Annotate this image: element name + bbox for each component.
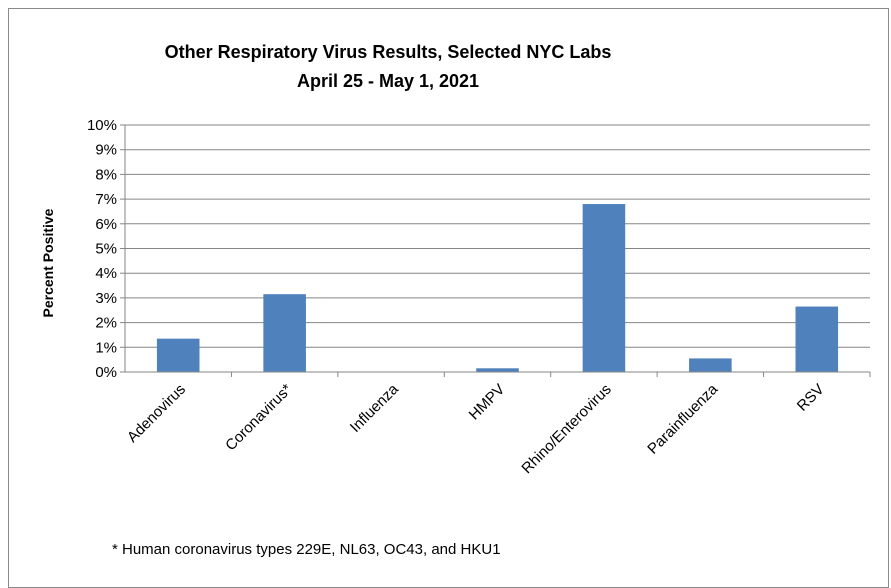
y-tick-label: 5% [95, 241, 117, 258]
x-tick-label: Parainfluenza [644, 380, 721, 457]
y-axis-label: Percent Positive [40, 208, 56, 317]
y-tick-label: 2% [95, 315, 117, 332]
y-tick-label: 10% [87, 117, 117, 134]
x-tick-label: RSV [794, 381, 828, 415]
bars [156, 204, 839, 372]
y-tick-label: 4% [95, 265, 117, 282]
gridlines [125, 124, 870, 348]
bar [582, 204, 626, 372]
y-tick-label: 3% [95, 290, 117, 307]
y-tick-label: 0% [95, 364, 117, 381]
y-tick-label: 6% [95, 216, 117, 233]
x-tick-label: Coronavirus* [222, 381, 295, 454]
x-tick-label: HMPV [466, 381, 509, 424]
chart: Other Respiratory Virus Results, Selecte… [40, 42, 871, 477]
bar [795, 306, 839, 372]
y-tick-label: 9% [95, 142, 117, 159]
x-tick-label: Rhino/Enterovirus [518, 381, 614, 477]
y-tick-label: 1% [95, 339, 117, 356]
y-tick-labels: 0% 1% 2% 3% 4% 5% 6% 7% 8% 9% 10% [87, 117, 117, 381]
bar [689, 358, 732, 372]
chart-subtitle: April 25 - May 1, 2021 [297, 71, 479, 91]
x-tick-label: Influenza [347, 380, 403, 436]
bar [263, 294, 306, 372]
footnote: * Human coronavirus types 229E, NL63, OC… [112, 541, 501, 558]
x-tick-labels: Adenovirus Coronavirus* Influenza HMPV Rhino… [124, 380, 828, 477]
bar [476, 368, 519, 372]
bar [156, 338, 200, 372]
x-tick-label: Adenovirus [124, 381, 189, 446]
chart-title: Other Respiratory Virus Results, Selecte… [165, 42, 612, 62]
y-tick-label: 7% [95, 191, 117, 208]
y-tick-label: 8% [95, 166, 117, 183]
axes [120, 124, 871, 377]
